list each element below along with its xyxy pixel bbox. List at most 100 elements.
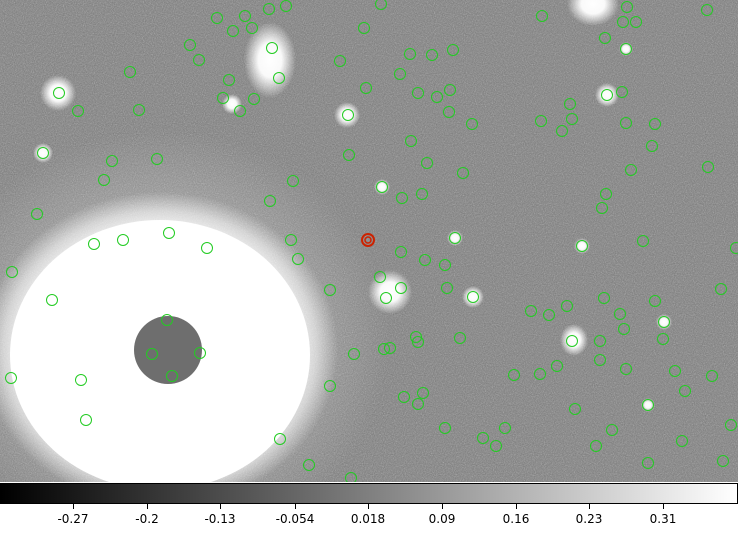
source-marker[interactable] — [466, 118, 478, 130]
source-marker[interactable] — [499, 422, 511, 434]
source-marker[interactable] — [46, 294, 58, 306]
source-marker[interactable] — [417, 387, 429, 399]
source-marker[interactable] — [646, 140, 658, 152]
source-marker[interactable] — [599, 32, 611, 44]
source-marker[interactable] — [396, 192, 408, 204]
source-marker[interactable] — [246, 22, 258, 34]
source-marker[interactable] — [600, 188, 612, 200]
source-marker[interactable] — [395, 246, 407, 258]
source-marker[interactable] — [280, 0, 292, 12]
source-marker[interactable] — [342, 109, 354, 121]
source-marker[interactable] — [614, 308, 626, 320]
source-marker[interactable] — [358, 22, 370, 34]
source-marker[interactable] — [630, 16, 642, 28]
source-marker[interactable] — [239, 10, 251, 22]
source-marker[interactable] — [467, 291, 479, 303]
source-marker[interactable] — [266, 42, 278, 54]
source-marker[interactable] — [412, 398, 424, 410]
source-marker[interactable] — [421, 157, 433, 169]
source-marker[interactable] — [376, 181, 388, 193]
source-marker[interactable] — [601, 89, 613, 101]
source-marker[interactable] — [375, 0, 387, 10]
source-marker[interactable] — [287, 175, 299, 187]
source-marker[interactable] — [551, 360, 563, 372]
source-marker[interactable] — [263, 3, 275, 15]
source-marker[interactable] — [642, 457, 654, 469]
source-marker[interactable] — [637, 235, 649, 247]
source-marker[interactable] — [285, 234, 297, 246]
source-marker[interactable] — [649, 295, 661, 307]
source-marker[interactable] — [620, 363, 632, 375]
source-marker[interactable] — [151, 153, 163, 165]
source-marker[interactable] — [543, 309, 555, 321]
source-marker[interactable] — [88, 238, 100, 250]
source-marker[interactable] — [490, 440, 502, 452]
source-marker[interactable] — [292, 253, 304, 265]
source-marker[interactable] — [606, 424, 618, 436]
source-marker[interactable] — [5, 372, 17, 384]
source-marker[interactable] — [53, 87, 65, 99]
source-marker[interactable] — [163, 227, 175, 239]
source-marker[interactable] — [441, 282, 453, 294]
source-marker[interactable] — [701, 4, 713, 16]
source-marker[interactable] — [223, 74, 235, 86]
source-marker[interactable] — [324, 380, 336, 392]
source-marker[interactable] — [201, 242, 213, 254]
source-marker[interactable] — [334, 55, 346, 67]
source-marker[interactable] — [642, 399, 654, 411]
source-marker[interactable] — [477, 432, 489, 444]
source-marker[interactable] — [343, 149, 355, 161]
source-marker[interactable] — [274, 433, 286, 445]
target-marker-outer[interactable] — [361, 233, 375, 247]
source-marker[interactable] — [525, 305, 537, 317]
source-marker[interactable] — [616, 86, 628, 98]
source-marker[interactable] — [449, 232, 461, 244]
source-marker[interactable] — [117, 234, 129, 246]
source-marker[interactable] — [561, 300, 573, 312]
source-marker[interactable] — [37, 147, 49, 159]
source-marker[interactable] — [658, 316, 670, 328]
source-marker[interactable] — [621, 1, 633, 13]
source-marker[interactable] — [211, 12, 223, 24]
source-marker[interactable] — [374, 271, 386, 283]
source-marker[interactable] — [564, 98, 576, 110]
source-marker[interactable] — [594, 335, 606, 347]
source-marker[interactable] — [620, 117, 632, 129]
source-marker[interactable] — [384, 342, 396, 354]
source-marker[interactable] — [439, 259, 451, 271]
source-marker[interactable] — [508, 369, 520, 381]
source-marker[interactable] — [194, 347, 206, 359]
source-marker[interactable] — [80, 414, 92, 426]
source-marker[interactable] — [410, 331, 422, 343]
source-marker[interactable] — [72, 105, 84, 117]
source-marker[interactable] — [618, 323, 630, 335]
source-marker[interactable] — [184, 39, 196, 51]
source-marker[interactable] — [345, 472, 357, 483]
source-marker[interactable] — [715, 283, 727, 295]
source-marker[interactable] — [348, 348, 360, 360]
source-marker[interactable] — [454, 332, 466, 344]
source-marker[interactable] — [443, 106, 455, 118]
source-marker[interactable] — [534, 368, 546, 380]
source-marker[interactable] — [431, 91, 443, 103]
source-marker[interactable] — [556, 125, 568, 137]
source-marker[interactable] — [395, 282, 407, 294]
source-marker[interactable] — [444, 84, 456, 96]
source-marker[interactable] — [106, 155, 118, 167]
source-marker[interactable] — [193, 54, 205, 66]
source-marker[interactable] — [566, 335, 578, 347]
source-marker[interactable] — [303, 459, 315, 471]
source-marker[interactable] — [725, 419, 737, 431]
source-marker[interactable] — [535, 115, 547, 127]
source-marker[interactable] — [405, 135, 417, 147]
source-marker[interactable] — [412, 336, 424, 348]
source-marker[interactable] — [676, 435, 688, 447]
source-marker[interactable] — [98, 174, 110, 186]
source-marker[interactable] — [649, 118, 661, 130]
source-marker[interactable] — [217, 92, 229, 104]
source-marker[interactable] — [569, 403, 581, 415]
source-marker[interactable] — [620, 43, 632, 55]
source-marker[interactable] — [657, 333, 669, 345]
source-marker[interactable] — [166, 370, 178, 382]
source-marker[interactable] — [31, 208, 43, 220]
